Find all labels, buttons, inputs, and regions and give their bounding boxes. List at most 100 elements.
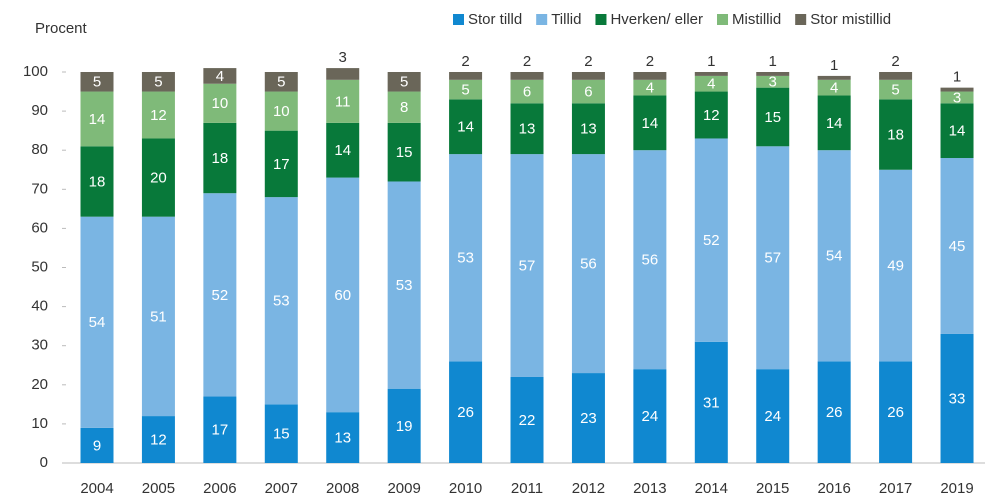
- bar-segment: [940, 91, 974, 104]
- bar-segment: [449, 361, 483, 463]
- data-label: 6: [523, 84, 531, 101]
- bar-segment: [326, 177, 360, 413]
- data-label: 4: [707, 76, 715, 93]
- data-label: 57: [519, 258, 536, 275]
- y-axis-label: Procent: [35, 20, 88, 37]
- legend-swatch: [453, 14, 464, 25]
- bar-segment: [326, 79, 360, 123]
- bar-segment: [633, 95, 667, 151]
- bar-segment: [203, 122, 237, 194]
- data-label: 5: [154, 74, 162, 91]
- data-label: 1: [953, 69, 961, 86]
- bar-segment: [326, 412, 360, 463]
- data-label: 24: [642, 408, 659, 425]
- data-label: 15: [764, 109, 781, 126]
- data-label: 57: [764, 250, 781, 267]
- bar-segment: [571, 79, 605, 104]
- data-label: 14: [826, 115, 843, 132]
- data-label: 26: [457, 404, 474, 421]
- data-label: 2: [891, 53, 899, 70]
- bar-segment: [510, 103, 544, 155]
- data-label: 18: [89, 173, 106, 190]
- data-label: 54: [89, 314, 106, 331]
- data-label: 56: [580, 256, 597, 273]
- bar-segment: [326, 68, 360, 80]
- data-label: 53: [457, 250, 474, 267]
- data-label: 24: [764, 408, 781, 425]
- data-label: 5: [93, 74, 101, 91]
- data-label: 2: [584, 53, 592, 70]
- data-label: 18: [212, 150, 229, 167]
- data-label: 5: [891, 82, 899, 99]
- data-label: 22: [519, 412, 536, 429]
- x-tick-label: 2015: [756, 480, 789, 497]
- data-label: 10: [212, 95, 229, 112]
- bar-segment: [264, 130, 298, 198]
- data-label: 1: [769, 53, 777, 70]
- data-label: 12: [703, 107, 720, 124]
- bar-segment: [203, 396, 237, 463]
- data-label: 5: [277, 74, 285, 91]
- legend-label: Stor mistillid: [810, 11, 891, 28]
- bar-segment: [694, 138, 728, 342]
- bar-segment: [940, 87, 974, 92]
- data-label: 1: [830, 57, 838, 74]
- data-label: 52: [703, 232, 720, 249]
- data-label: 33: [949, 390, 966, 407]
- bar-segment: [756, 72, 790, 76]
- bar-segment: [879, 99, 913, 170]
- y-tick-label: 40: [31, 298, 48, 315]
- data-label: 14: [457, 119, 474, 136]
- bar-segment: [387, 122, 421, 182]
- bar-segment: [694, 75, 728, 92]
- bar-segment: [264, 91, 298, 131]
- bar-segment: [449, 99, 483, 155]
- y-tick-label: 0: [40, 454, 48, 471]
- x-tick-label: 2019: [940, 480, 973, 497]
- data-label: 9: [93, 437, 101, 454]
- bar-segment: [817, 79, 851, 96]
- data-label: 49: [887, 258, 904, 275]
- data-label: 45: [949, 238, 966, 255]
- bar-segment: [80, 427, 114, 463]
- data-label: 53: [396, 277, 413, 294]
- data-label: 14: [642, 115, 659, 132]
- bar-segment: [633, 369, 667, 463]
- data-label: 4: [646, 80, 654, 97]
- y-tick-label: 10: [31, 415, 48, 432]
- bar-segment: [387, 72, 421, 92]
- legend-label: Hverken/ eller: [610, 11, 703, 28]
- bar-segment: [510, 376, 544, 463]
- x-tick-label: 2004: [80, 480, 113, 497]
- data-label: 15: [273, 426, 290, 443]
- bar-segment: [387, 181, 421, 389]
- bar-segment: [633, 72, 667, 80]
- y-tick-label: 70: [31, 180, 48, 197]
- data-label: 54: [826, 248, 843, 265]
- bar-segment: [141, 416, 175, 463]
- bar-segment: [940, 333, 974, 463]
- bar-segment: [449, 72, 483, 80]
- bar-segment: [694, 91, 728, 139]
- x-tick-label: 2013: [633, 480, 666, 497]
- bar-segment: [141, 216, 175, 417]
- bar-segment: [387, 91, 421, 123]
- bar-segment: [571, 373, 605, 463]
- data-label: 17: [273, 156, 290, 173]
- bar-segment: [817, 361, 851, 463]
- x-tick-label: 2012: [572, 480, 605, 497]
- data-label: 3: [339, 49, 347, 66]
- data-label: 20: [150, 170, 167, 187]
- bar-segment: [141, 72, 175, 92]
- data-label: 19: [396, 418, 413, 435]
- data-label: 14: [334, 142, 351, 159]
- data-label: 10: [273, 103, 290, 120]
- bar-segment: [510, 79, 544, 104]
- y-tick-label: 90: [31, 102, 48, 119]
- x-tick-label: 2005: [142, 480, 175, 497]
- y-tick-label: 30: [31, 337, 48, 354]
- bar-segment: [449, 79, 483, 100]
- x-tick-label: 2007: [265, 480, 298, 497]
- y-tick-label: 100: [23, 63, 48, 80]
